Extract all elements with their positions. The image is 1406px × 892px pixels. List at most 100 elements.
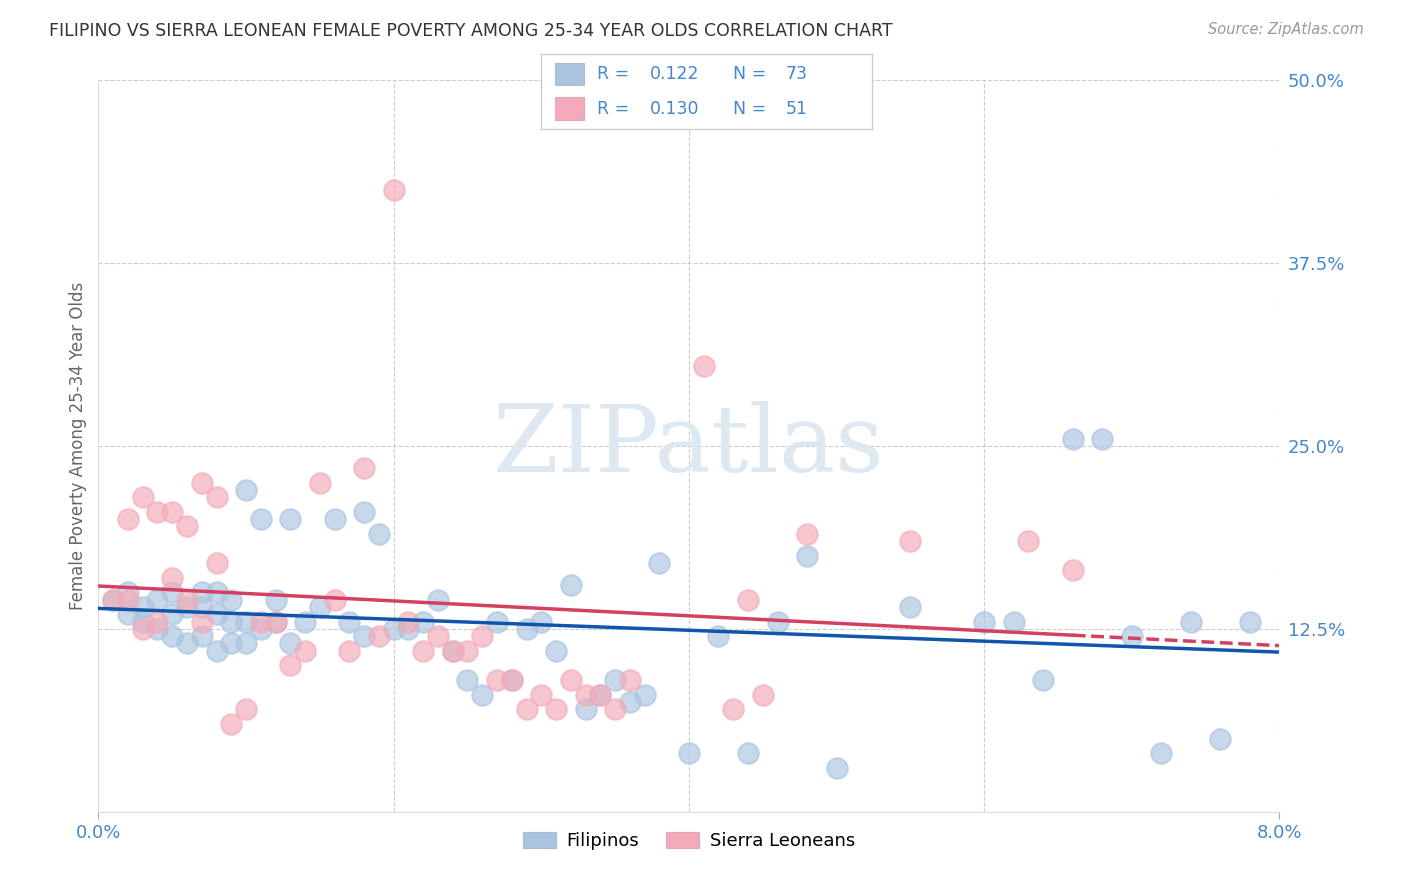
Point <box>117 585 139 599</box>
Point <box>176 592 198 607</box>
Point <box>221 636 243 650</box>
Point <box>382 183 405 197</box>
Point <box>575 688 598 702</box>
Point <box>339 644 361 658</box>
Point <box>162 585 183 599</box>
Point <box>103 592 125 607</box>
Text: N =: N = <box>733 100 772 118</box>
Point <box>368 526 391 541</box>
Point <box>221 615 243 629</box>
Text: ZIPatlas: ZIPatlas <box>494 401 884 491</box>
Point <box>162 571 183 585</box>
FancyBboxPatch shape <box>554 97 585 120</box>
Point <box>353 461 375 475</box>
Text: Source: ZipAtlas.com: Source: ZipAtlas.com <box>1208 22 1364 37</box>
Text: N =: N = <box>733 64 772 83</box>
Point <box>766 615 789 629</box>
Point <box>634 688 657 702</box>
Point <box>441 644 464 658</box>
Legend: Filipinos, Sierra Leoneans: Filipinos, Sierra Leoneans <box>516 825 862 857</box>
Point <box>353 505 375 519</box>
Point <box>412 615 434 629</box>
Point <box>264 615 287 629</box>
Point <box>176 636 198 650</box>
Point <box>132 615 155 629</box>
Point <box>280 512 302 526</box>
Point <box>191 475 214 490</box>
Point <box>530 688 553 702</box>
Point <box>368 629 391 643</box>
Point <box>441 644 464 658</box>
Point <box>235 615 257 629</box>
Point <box>191 599 214 614</box>
Point <box>205 644 228 658</box>
Point <box>575 702 598 716</box>
Point <box>280 636 302 650</box>
Point <box>191 585 214 599</box>
FancyBboxPatch shape <box>554 62 585 86</box>
Point <box>309 475 332 490</box>
Point <box>221 592 243 607</box>
Point <box>427 592 450 607</box>
Point <box>619 695 641 709</box>
Point <box>294 615 316 629</box>
Point <box>235 702 257 716</box>
Point <box>132 622 155 636</box>
Text: 0.130: 0.130 <box>651 100 700 118</box>
Text: R =: R = <box>598 100 636 118</box>
Point <box>501 673 523 687</box>
Point <box>1150 746 1173 760</box>
Point <box>205 585 228 599</box>
Point <box>264 615 287 629</box>
Point <box>146 615 169 629</box>
Point <box>560 578 582 592</box>
Point <box>530 615 553 629</box>
Point <box>250 615 273 629</box>
Point <box>205 490 228 504</box>
Point <box>737 746 759 760</box>
Point <box>221 717 243 731</box>
Point <box>973 615 995 629</box>
Point <box>900 534 922 549</box>
Point <box>693 359 716 373</box>
Point <box>264 592 287 607</box>
Point <box>737 592 759 607</box>
Point <box>191 615 214 629</box>
Point <box>176 599 198 614</box>
Point <box>471 629 494 643</box>
Point <box>1032 673 1054 687</box>
Point <box>103 592 125 607</box>
Point <box>619 673 641 687</box>
Point <box>471 688 494 702</box>
Point <box>205 607 228 622</box>
Point <box>825 761 848 775</box>
Point <box>486 673 509 687</box>
Point <box>339 615 361 629</box>
Point <box>132 599 155 614</box>
Point <box>398 615 420 629</box>
Point <box>146 622 169 636</box>
Point <box>589 688 612 702</box>
Point <box>1121 629 1143 643</box>
Point <box>1018 534 1040 549</box>
Point <box>353 629 375 643</box>
Point <box>501 673 523 687</box>
Point <box>900 599 922 614</box>
Point <box>678 746 700 760</box>
Point <box>1180 615 1202 629</box>
Point <box>294 644 316 658</box>
Point <box>427 629 450 643</box>
Point <box>1091 432 1114 446</box>
Point <box>162 629 183 643</box>
Point <box>323 512 346 526</box>
Point <box>796 526 818 541</box>
Point <box>648 556 671 570</box>
Point <box>1239 615 1261 629</box>
Text: 51: 51 <box>786 100 808 118</box>
Point <box>398 622 420 636</box>
Text: 0.122: 0.122 <box>651 64 700 83</box>
Point <box>457 673 479 687</box>
Text: FILIPINO VS SIERRA LEONEAN FEMALE POVERTY AMONG 25-34 YEAR OLDS CORRELATION CHAR: FILIPINO VS SIERRA LEONEAN FEMALE POVERT… <box>49 22 893 40</box>
Text: 73: 73 <box>786 64 808 83</box>
Point <box>560 673 582 687</box>
